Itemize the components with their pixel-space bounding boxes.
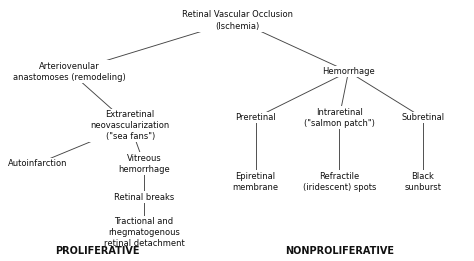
Text: Retinal Vascular Occlusion
(Ischemia): Retinal Vascular Occlusion (Ischemia) [182,10,292,31]
Text: Refractile
(iridescent) spots: Refractile (iridescent) spots [302,171,376,192]
Text: Subretinal: Subretinal [401,113,444,122]
Text: NONPROLIFERATIVE: NONPROLIFERATIVE [285,246,394,256]
Text: Autoinfarction: Autoinfarction [8,159,67,168]
Text: Hemorrhage: Hemorrhage [322,67,375,76]
Text: Arteriovenular
anastomoses (remodeling): Arteriovenular anastomoses (remodeling) [13,62,126,82]
Text: Retinal breaks: Retinal breaks [114,193,174,201]
Text: Epiretinal
membrane: Epiretinal membrane [233,171,279,192]
Text: Extraretinal
neovascularization
("sea fans"): Extraretinal neovascularization ("sea fa… [91,110,170,141]
Text: Tractional and
rhegmatogenous
retinal detachment: Tractional and rhegmatogenous retinal de… [104,217,184,248]
Text: Preretinal: Preretinal [235,113,276,122]
Text: PROLIFERATIVE: PROLIFERATIVE [55,246,140,256]
Text: Black
sunburst: Black sunburst [404,171,441,192]
Text: Vitreous
hemorrhage: Vitreous hemorrhage [118,154,170,174]
Text: Intraretinal
("salmon patch"): Intraretinal ("salmon patch") [304,108,374,128]
